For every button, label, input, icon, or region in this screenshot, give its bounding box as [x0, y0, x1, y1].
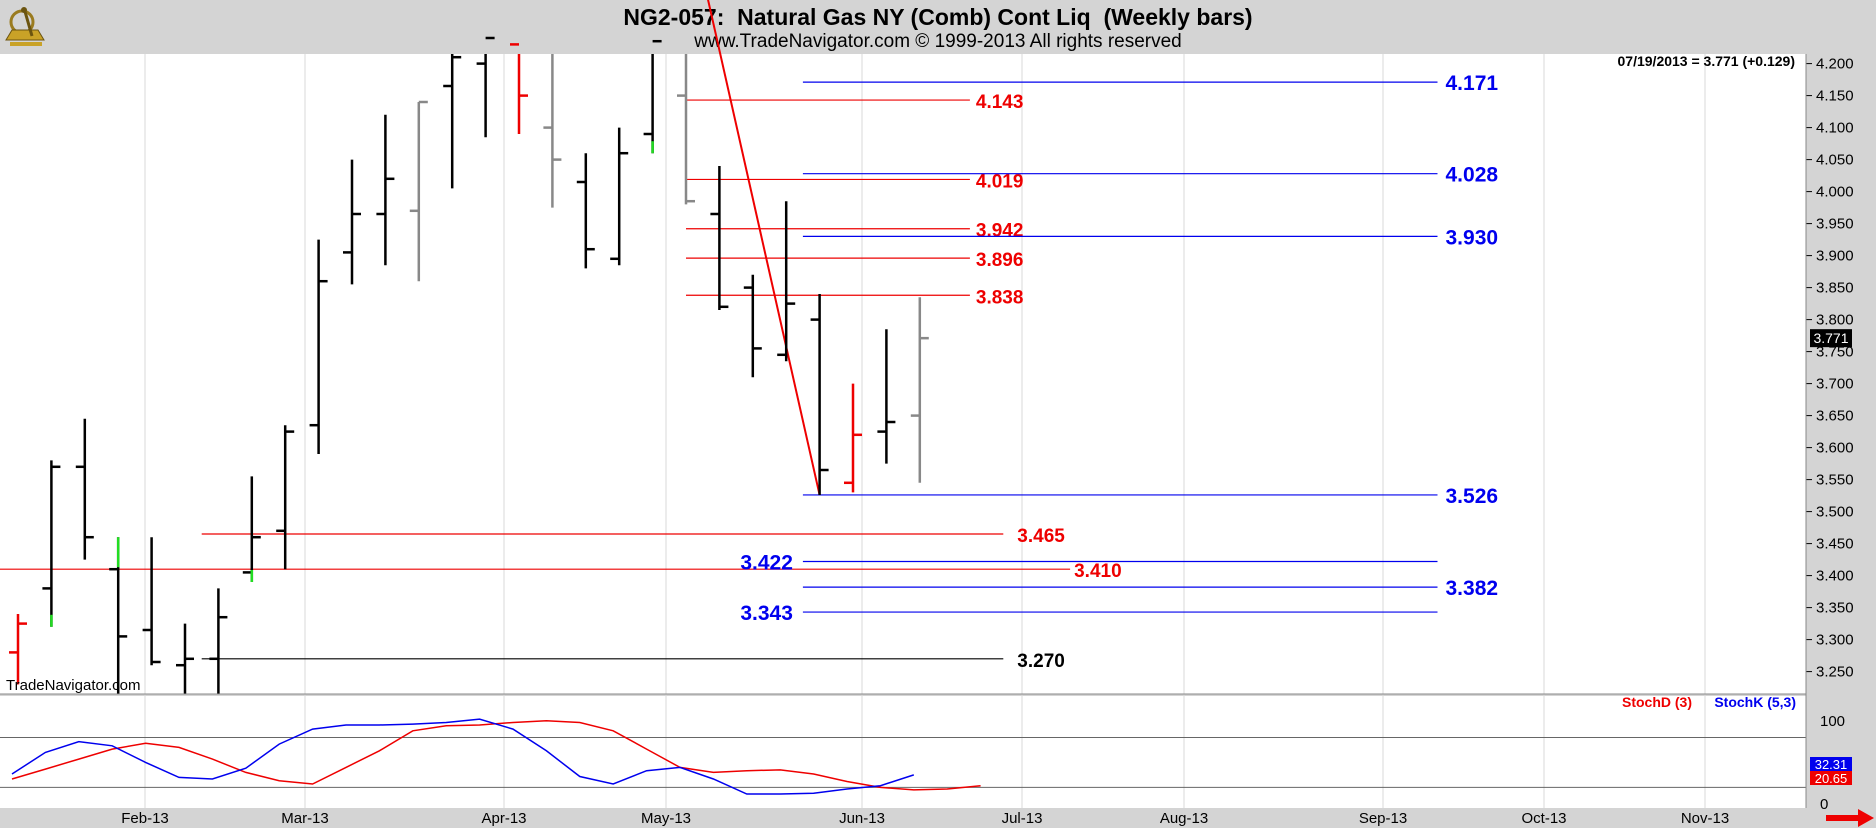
y-tick-label: 3.600	[1816, 440, 1854, 457]
chart-header: NG2-057: Natural Gas NY (Comb) Cont Liq …	[0, 0, 1876, 54]
level-label: 3.896	[976, 250, 1024, 271]
x-tick-label: Aug-13	[1160, 810, 1208, 827]
stoch-k-last-box	[1810, 757, 1852, 771]
level-label: 4.019	[976, 171, 1024, 192]
y-tick-label: 4.150	[1816, 88, 1854, 105]
y-tick-label: 3.800	[1816, 312, 1854, 329]
y-tick-label: 3.650	[1816, 408, 1854, 425]
stoch-y-tick-label: 0	[1820, 796, 1828, 813]
watermark: TradeNavigator.com	[6, 677, 141, 694]
y-tick-label: 3.700	[1816, 376, 1854, 393]
level-label: 4.171	[1446, 72, 1499, 95]
scroll-right-arrow-icon[interactable]	[1826, 809, 1874, 827]
x-tick-label: Mar-13	[281, 810, 329, 827]
y-tick-label: 4.050	[1816, 152, 1854, 169]
last-quote: 07/19/2013 = 3.771 (+0.129)	[1618, 53, 1795, 69]
y-tick-label: 3.450	[1816, 536, 1854, 553]
stoch-d-last-label: 20.65	[1815, 771, 1848, 786]
price-panel	[0, 54, 1806, 694]
grid-layer	[144, 54, 1706, 808]
y-tick-label: 3.350	[1816, 600, 1854, 617]
stochastic-panel	[0, 696, 1806, 808]
last-price-label: 3.771	[1813, 330, 1848, 346]
chart-title: NG2-057: Natural Gas NY (Comb) Cont Liq …	[623, 4, 1253, 30]
last-price-box	[1810, 329, 1852, 348]
x-tick-label: Oct-13	[1521, 810, 1566, 827]
trend-line	[707, 0, 821, 496]
level-label: 3.382	[1446, 577, 1499, 600]
axis-layer: Feb-13 Mar-13 Apr-13 May-13 Jun-13 Jul-13 Aug-…	[0, 54, 1854, 827]
stoch-legend-k: StochK (5,3)	[1714, 694, 1796, 710]
level-label: 3.343	[740, 602, 793, 625]
y-tick-label: 3.850	[1816, 280, 1854, 297]
y-tick-label: 4.100	[1816, 120, 1854, 137]
y-tick-label: 3.300	[1816, 632, 1854, 649]
level-label: 3.526	[1446, 485, 1499, 508]
stoch-d-last-box	[1810, 771, 1852, 785]
x-tick-label: Apr-13	[481, 810, 526, 827]
y-tick-label: 3.250	[1816, 664, 1854, 681]
x-tick-label: Jun-13	[839, 810, 885, 827]
y-tick-label: 4.200	[1816, 56, 1854, 73]
y-tick-label: 3.400	[1816, 568, 1854, 585]
y-tick-label: 3.500	[1816, 504, 1854, 521]
chart-subtitle: www.TradeNavigator.com © 1999-2013 All r…	[694, 31, 1182, 52]
level-label: 3.422	[740, 552, 793, 575]
stoch-legend-d: StochD (3)	[1622, 694, 1692, 710]
y-tick-label: 3.900	[1816, 248, 1854, 265]
level-label: 3.838	[976, 287, 1024, 308]
level-label: 3.930	[1446, 226, 1499, 249]
level-layer: 4.143 4.019 3.942 3.896 3.838 3.465 3.410 3.270…	[0, 0, 1498, 672]
y-tick-label: 3.950	[1816, 216, 1854, 233]
level-label: 3.410	[1074, 561, 1122, 582]
level-label: 3.942	[976, 221, 1024, 242]
level-label: 3.465	[1017, 526, 1065, 547]
stoch-layer	[0, 718, 1806, 795]
x-tick-label: Feb-13	[121, 810, 169, 827]
stoch-line	[11, 718, 915, 795]
level-label: 4.028	[1446, 164, 1499, 187]
stoch-k-last-label: 32.31	[1815, 757, 1848, 772]
sextant-logo-icon	[5, 7, 45, 46]
y-tick-label: 4.000	[1816, 184, 1854, 201]
x-tick-label: Nov-13	[1681, 810, 1729, 827]
stoch-y-tick-label: 100	[1820, 713, 1845, 730]
level-label: 3.270	[1017, 651, 1065, 672]
y-tick-label: 3.750	[1816, 344, 1854, 361]
level-label: 4.143	[976, 92, 1024, 113]
x-tick-label: Jul-13	[1002, 810, 1043, 827]
bar-layer	[9, 36, 929, 694]
y-tick-label: 3.550	[1816, 472, 1854, 489]
x-tick-label: May-13	[641, 810, 691, 827]
x-tick-label: Sep-13	[1359, 810, 1407, 827]
